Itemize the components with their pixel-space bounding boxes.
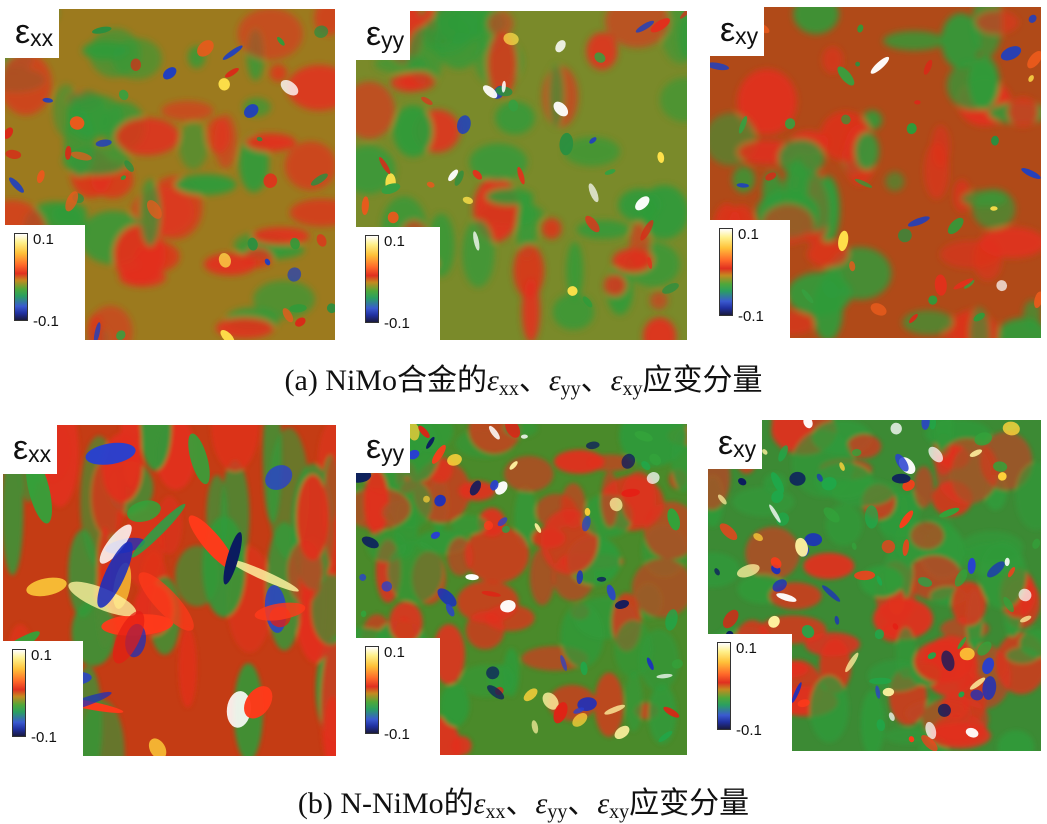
strain-field-image (356, 424, 687, 755)
panel-label-exy: εxy (708, 420, 763, 469)
colorbar (365, 235, 379, 323)
colorbar-min-label: -0.1 (736, 722, 762, 739)
caption-b: (b) N-NiMo的εxx、εyy、εxy应变分量 (297, 787, 750, 823)
colorbar-min-label: -0.1 (738, 308, 764, 325)
colorbar-legend: 0.1 -0.1 (356, 227, 440, 340)
panel-label-exy: εxy (710, 7, 765, 56)
colorbar (719, 228, 733, 316)
colorbar (717, 642, 731, 730)
panel-label-exx: εxx (3, 425, 58, 474)
colorbar-legend: 0.1 -0.1 (710, 220, 790, 338)
strain-map-b-exy: εxy 0.1 -0.1 (708, 420, 1041, 751)
strain-map-a-exx: εxx 0.1 -0.1 (5, 9, 335, 340)
colorbar-max-label: 0.1 (738, 226, 759, 243)
colorbar-max-label: 0.1 (736, 640, 757, 657)
colorbar-max-label: 0.1 (31, 647, 52, 664)
panel-label-eyy: εyy (356, 424, 411, 473)
panel-label-eyy: εyy (356, 11, 411, 60)
colorbar (12, 649, 26, 737)
colorbar-legend: 0.1 -0.1 (5, 225, 85, 340)
strain-map-a-exy: εxy 0.1 -0.1 (710, 7, 1041, 338)
colorbar-max-label: 0.1 (384, 644, 405, 661)
colorbar-min-label: -0.1 (33, 313, 59, 330)
colorbar-max-label: 0.1 (33, 231, 54, 248)
colorbar (365, 646, 379, 734)
strain-field-image (3, 425, 336, 756)
strain-map-a-eyy: εyy 0.1 -0.1 (356, 11, 687, 340)
panel-label-exx: εxx (5, 9, 60, 58)
colorbar-legend: 0.1 -0.1 (708, 634, 792, 751)
colorbar-min-label: -0.1 (384, 726, 410, 743)
strain-map-b-eyy: εyy 0.1 -0.1 (356, 424, 687, 755)
colorbar-max-label: 0.1 (384, 233, 405, 250)
strain-map-b-exx: εxx 0.1 -0.1 (3, 425, 336, 756)
colorbar (14, 233, 28, 321)
colorbar-min-label: -0.1 (31, 729, 57, 746)
colorbar-min-label: -0.1 (384, 315, 410, 332)
colorbar-legend: 0.1 -0.1 (356, 638, 440, 755)
caption-a: (a) NiMo合金的εxx、εyy、εxy应变分量 (284, 364, 763, 400)
colorbar-legend: 0.1 -0.1 (3, 641, 83, 756)
